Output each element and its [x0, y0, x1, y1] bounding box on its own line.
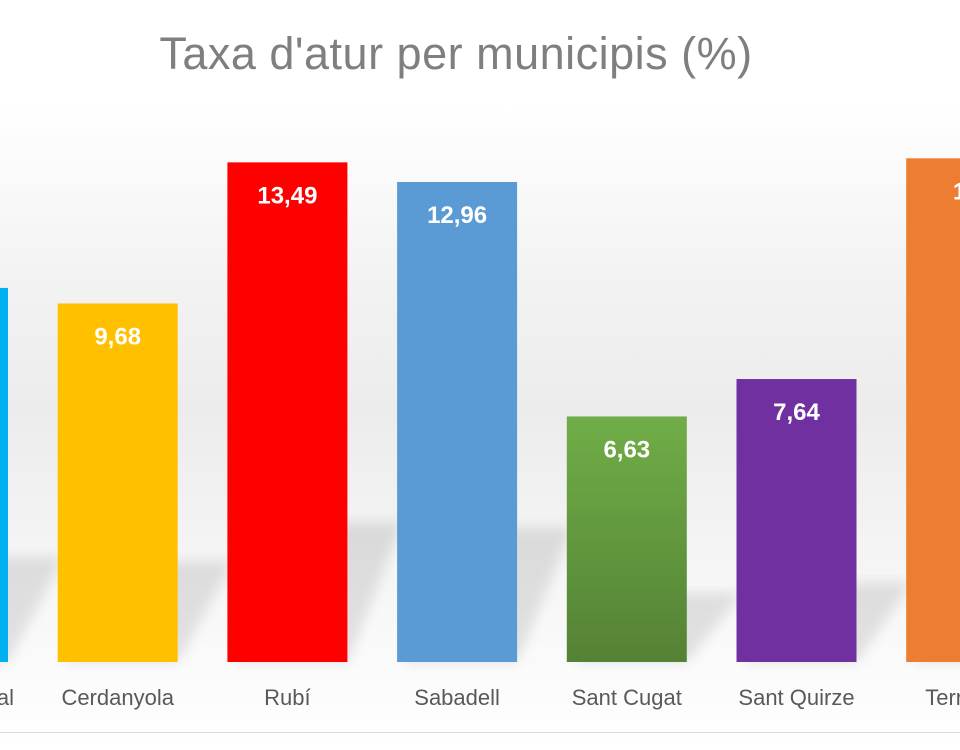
- bar: [227, 162, 348, 663]
- category-label: Rubí: [264, 685, 310, 710]
- category-label: Sant Cugat: [572, 685, 682, 710]
- category-label: Terr: [925, 685, 960, 710]
- bar-value-label: 6,63: [603, 436, 650, 463]
- bar-value-label: 7,64: [773, 399, 820, 426]
- bar-value-label: 9,68: [94, 323, 141, 350]
- bar-value-label: 13,49: [257, 182, 317, 209]
- bar-value-label: 13: [953, 178, 960, 205]
- bar-shadow: [0, 557, 63, 662]
- bar-value-label: 12,96: [427, 202, 487, 229]
- chart-title: Taxa d'atur per municipis (%): [159, 28, 753, 79]
- bar: [57, 303, 178, 662]
- bar: [906, 158, 960, 662]
- bar: [736, 379, 857, 662]
- bar: [0, 287, 8, 662]
- category-label: Cerdanyola: [61, 685, 174, 710]
- chart-bottom-rule: [0, 732, 960, 733]
- bar: [397, 182, 518, 662]
- category-label: Sant Quirze: [738, 685, 854, 710]
- category-label: al: [0, 685, 14, 710]
- bar: [566, 416, 687, 662]
- category-label: Sabadell: [414, 685, 500, 710]
